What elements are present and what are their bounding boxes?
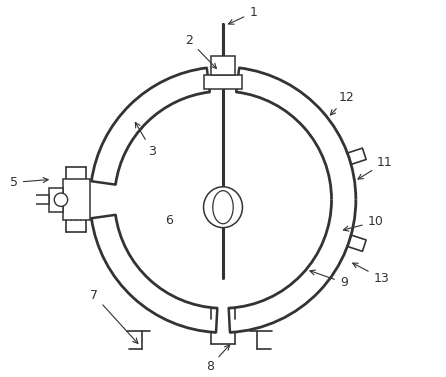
- Circle shape: [54, 193, 68, 206]
- Text: 6: 6: [165, 214, 173, 227]
- Text: 7: 7: [90, 289, 138, 343]
- Ellipse shape: [203, 187, 243, 228]
- Bar: [203, 75, 243, 89]
- Bar: [21, 195, 49, 204]
- Text: 1: 1: [228, 6, 257, 24]
- Bar: [211, 57, 235, 75]
- Text: 9: 9: [310, 270, 348, 289]
- Text: 3: 3: [135, 123, 156, 158]
- Text: 8: 8: [206, 345, 230, 373]
- Text: 11: 11: [358, 156, 393, 179]
- Bar: [49, 188, 63, 211]
- Text: 5: 5: [10, 176, 48, 189]
- Text: 12: 12: [330, 91, 355, 115]
- Text: 2: 2: [186, 34, 216, 69]
- Text: 4: 4: [0, 376, 1, 377]
- Text: 10: 10: [343, 215, 384, 231]
- Bar: [63, 179, 90, 220]
- Text: 13: 13: [353, 263, 389, 285]
